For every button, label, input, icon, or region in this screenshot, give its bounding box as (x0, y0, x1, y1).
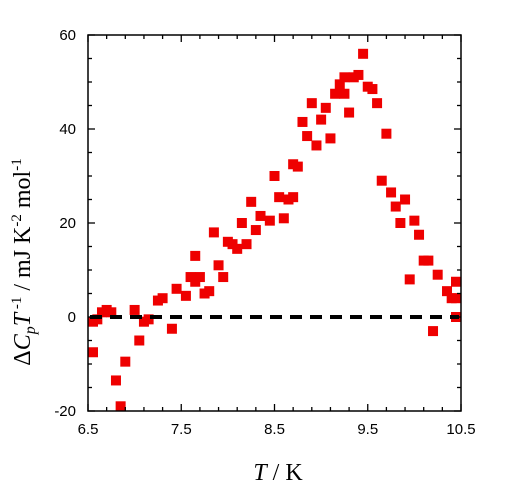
data-point-0 (88, 347, 98, 358)
data-point-34 (255, 210, 266, 221)
data-point-40 (288, 192, 299, 203)
data-point-31 (241, 239, 252, 250)
data-point-20 (190, 250, 201, 261)
data-point-24 (208, 227, 219, 238)
data-point-78 (451, 276, 461, 287)
data-point-7 (115, 401, 126, 412)
data-point-8 (120, 356, 131, 367)
data-point-37 (274, 192, 285, 203)
x-tick-label-3: 9.5 (357, 421, 378, 438)
data-point-43 (297, 116, 308, 127)
x-axis-label: T / K (253, 460, 303, 486)
data-point-17 (180, 290, 191, 301)
y-tick-label-1: 0 (68, 309, 76, 326)
data-point-68 (409, 215, 420, 226)
data-point-15 (166, 323, 177, 334)
y-tick-label-3: 40 (59, 121, 76, 138)
data-point-29 (232, 243, 243, 254)
data-point-42 (292, 161, 303, 172)
data-point-67 (404, 274, 415, 285)
data-point-51 (334, 79, 345, 90)
data-point-9 (129, 304, 140, 315)
data-point-50 (330, 88, 341, 99)
data-point-49 (325, 133, 336, 144)
data-point-57 (358, 48, 369, 59)
x-tick-label-1: 7.5 (171, 421, 192, 438)
x-tick-label-2: 8.5 (264, 421, 285, 438)
y-tick-label-2: 20 (59, 215, 76, 232)
data-point-74 (442, 286, 453, 297)
data-point-59 (367, 84, 378, 95)
data-point-53 (339, 72, 350, 83)
y-axis-label-group: ΔCpT -1 / mJ K-2 mol-1 (9, 158, 39, 365)
data-point-25 (213, 260, 224, 271)
data-point-63 (386, 187, 397, 198)
data-point-48 (320, 102, 331, 113)
data-point-46 (311, 140, 322, 151)
data-point-64 (390, 201, 401, 212)
data-point-16 (171, 283, 182, 294)
data-point-62 (381, 128, 392, 139)
data-point-14 (157, 293, 168, 304)
data-point-23 (204, 286, 215, 297)
data-point-56 (353, 69, 364, 80)
data-point-21 (194, 272, 205, 283)
data-point-73 (432, 269, 443, 280)
data-point-12 (143, 314, 154, 325)
data-point-2 (92, 314, 103, 325)
data-point-65 (395, 218, 406, 228)
data-point-66 (400, 194, 411, 205)
data-point-52 (339, 88, 350, 99)
data-point-33 (250, 225, 261, 236)
y-axis-label: ΔCpT -1 / mJ K-2 mol-1 (9, 158, 39, 365)
data-point-6 (110, 375, 121, 386)
data-point-69 (414, 229, 425, 240)
tick-labels: 6.5 7.5 8.5 9.5 10.5 -20 0 20 40 60 (54, 27, 475, 438)
data-point-36 (269, 171, 280, 181)
data-point-72 (428, 326, 439, 337)
data-layer (88, 48, 461, 412)
axis-ticks (87, 34, 462, 412)
x-tick-label-4: 10.5 (446, 421, 475, 438)
data-point-45 (306, 98, 317, 109)
data-point-61 (376, 175, 387, 186)
data-point-44 (302, 131, 313, 142)
data-point-35 (264, 215, 275, 226)
data-point-71 (423, 255, 434, 266)
data-point-10 (134, 335, 145, 346)
data-point-30 (236, 218, 247, 228)
data-point-47 (316, 114, 327, 125)
y-tick-label-0: -20 (54, 403, 76, 420)
data-point-54 (344, 107, 355, 118)
data-point-26 (218, 272, 229, 283)
y-tick-label-4: 60 (59, 27, 76, 44)
data-point-32 (246, 196, 257, 207)
x-tick-label-0: 6.5 (78, 421, 99, 438)
data-point-77 (451, 293, 461, 304)
data-point-5 (106, 307, 117, 318)
data-point-38 (278, 213, 289, 224)
data-point-60 (372, 98, 383, 109)
